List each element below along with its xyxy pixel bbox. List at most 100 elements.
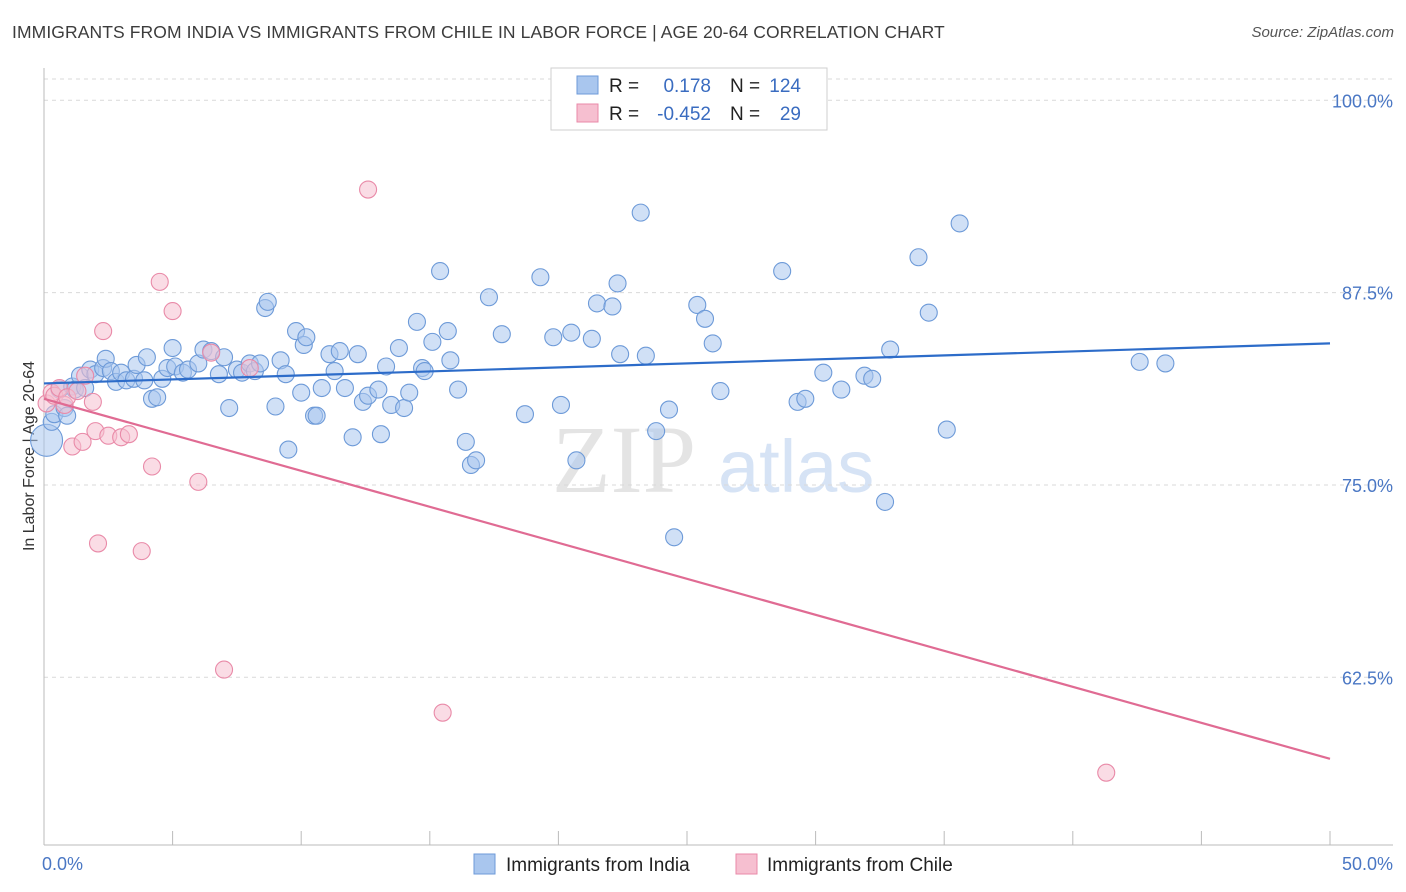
chile-point: [189, 472, 208, 491]
india-point: [423, 332, 442, 351]
legend-india-label: Immigrants from India: [506, 855, 690, 876]
india-point: [711, 382, 730, 401]
india-point: [562, 323, 581, 342]
india-point: [348, 345, 367, 364]
india-point: [937, 420, 956, 439]
india-point: [881, 340, 900, 359]
india-point: [611, 345, 630, 364]
india-point: [220, 398, 239, 418]
india-point: [551, 395, 571, 415]
chile-point: [142, 457, 162, 476]
chile-point: [94, 322, 113, 341]
india-point: [814, 363, 833, 382]
india-r-label: R =: [609, 76, 639, 97]
india-point: [1130, 352, 1149, 371]
india-point: [531, 268, 550, 287]
chile-point: [119, 425, 138, 444]
chile-point: [359, 180, 378, 199]
india-point: [330, 342, 349, 361]
chile-point: [433, 703, 452, 722]
legend-india-swatch: [473, 853, 496, 875]
india-point: [796, 389, 815, 408]
india-r-value: 0.178: [663, 76, 711, 97]
chile-point: [214, 660, 234, 679]
india-point: [209, 365, 228, 384]
india-point: [369, 380, 388, 399]
india-point: [467, 451, 486, 470]
india-point: [456, 432, 475, 451]
india-point: [919, 303, 938, 322]
india-point: [335, 378, 354, 398]
india-point: [567, 451, 586, 470]
india-point: [343, 428, 362, 447]
y-tick-label-3: 100.0%: [1332, 91, 1393, 111]
chile-trend-line: [43, 397, 1331, 760]
india-point: [695, 309, 715, 328]
chile-r-label: R =: [609, 104, 639, 125]
india-point: [582, 329, 601, 348]
india-point: [258, 292, 277, 311]
india-point: [603, 297, 622, 316]
india-point: [297, 328, 316, 347]
india-point: [659, 400, 679, 419]
india-point: [292, 383, 311, 402]
y-tick-label-1: 75.0%: [1342, 476, 1393, 496]
india-point: [587, 294, 607, 313]
india-point: [407, 312, 426, 331]
india-n-value: 124: [769, 76, 801, 97]
india-point: [515, 405, 535, 424]
chile-r-value: -0.452: [657, 104, 711, 125]
y-tick-label-2: 87.5%: [1342, 284, 1393, 304]
india-point: [544, 328, 563, 347]
y-tick-labels: 62.5% 75.0% 87.5% 100.0%: [1332, 91, 1393, 688]
india-point: [863, 369, 882, 388]
chile-n-value: 29: [780, 104, 801, 125]
india-point: [479, 288, 499, 307]
india-point: [665, 528, 684, 547]
india-point: [703, 334, 722, 353]
india-point: [325, 362, 344, 381]
stats-legend: R = 0.178 N = 124 R = -0.452 N = 29: [550, 67, 828, 131]
india-point: [400, 383, 419, 402]
x-tick-label-max: 50.0%: [1342, 854, 1393, 874]
india-point: [163, 338, 182, 358]
india-n-label: N =: [730, 76, 760, 97]
india-point: [773, 262, 792, 281]
chile-point: [132, 542, 151, 561]
india-point: [148, 388, 167, 407]
india-swatch: [576, 75, 599, 95]
india-point: [307, 406, 326, 425]
india-point: [1156, 354, 1175, 373]
trend-lines: [43, 342, 1331, 760]
chile-swatch: [576, 103, 599, 123]
india-point: [950, 214, 969, 233]
chile-point: [76, 366, 95, 385]
india-point: [647, 422, 666, 441]
india-point: [608, 274, 627, 293]
chile-point: [73, 432, 92, 451]
source-label: Source: ZipAtlas.com: [1251, 24, 1394, 41]
india-point: [266, 397, 285, 416]
india-point: [137, 348, 156, 367]
series-legend: Immigrants from India Immigrants from Ch…: [473, 853, 953, 876]
india-point: [909, 248, 928, 267]
chile-point: [240, 358, 259, 378]
india-point: [377, 357, 396, 376]
india-point: [636, 346, 655, 365]
india-point: [688, 295, 707, 314]
india-point: [279, 440, 298, 459]
india-point: [631, 203, 650, 222]
chile-points: [37, 180, 1116, 782]
india-point: [312, 378, 331, 398]
chile-point: [68, 382, 87, 401]
x-tick-marks: [43, 831, 1331, 845]
chile-point: [83, 392, 102, 411]
india-point: [371, 425, 390, 444]
watermark-atlas: atlas: [718, 425, 874, 508]
india-point: [438, 322, 457, 341]
india-point: [389, 338, 408, 358]
chile-n-label: N =: [730, 104, 760, 125]
india-point: [441, 351, 460, 370]
chile-point: [88, 534, 108, 553]
